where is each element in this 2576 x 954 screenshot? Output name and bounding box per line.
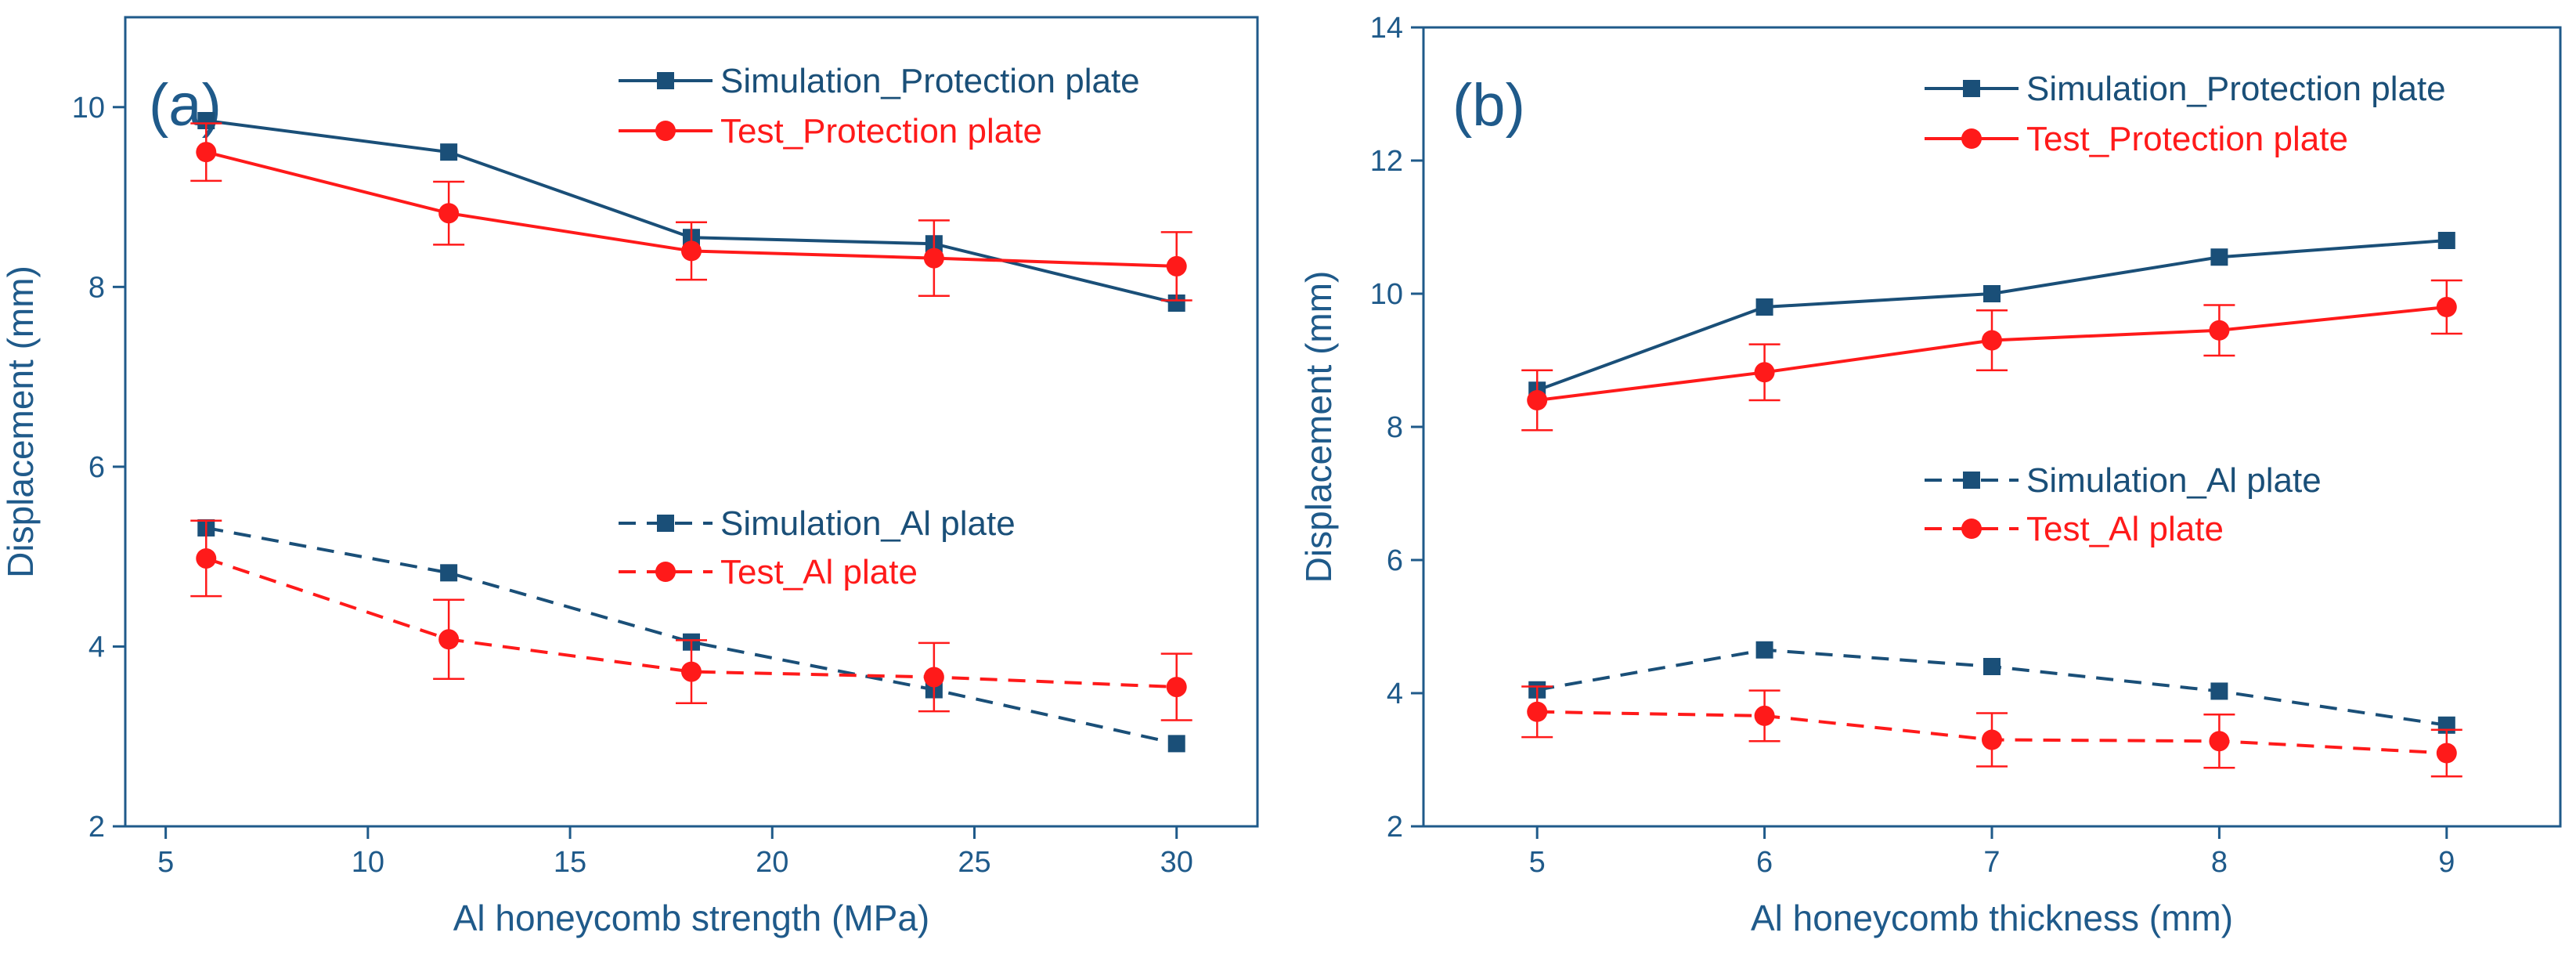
legend-item: Test_Al plate	[1925, 510, 2224, 548]
x-tick-label: 6	[1756, 846, 1773, 879]
data-point-square	[1167, 294, 1185, 312]
series-3	[190, 519, 1192, 721]
x-axis-label: Al honeycomb strength (MPa)	[453, 898, 930, 938]
y-axis-label: Displacement (mm)	[1298, 271, 1339, 584]
x-tick-label: 8	[2211, 846, 2228, 879]
series-2	[1528, 641, 2455, 734]
data-point-circle	[923, 667, 944, 688]
legend-marker-square	[1963, 472, 1980, 489]
data-point-square	[197, 111, 215, 129]
y-tick-label: 4	[88, 631, 105, 663]
data-point-square	[1755, 641, 1773, 659]
legend-label: Simulation_Al plate	[2026, 461, 2322, 500]
y-tick-label: 6	[1387, 544, 1403, 577]
legend-marker-square	[657, 72, 674, 89]
y-axis-label: Displacement (mm)	[0, 266, 41, 578]
data-point-square	[440, 143, 458, 161]
x-tick-label: 5	[157, 846, 174, 879]
data-point-circle	[1527, 390, 1548, 410]
series-line	[205, 557, 1177, 689]
x-tick-label: 30	[1160, 846, 1193, 879]
x-tick-label: 7	[1983, 846, 2000, 879]
panel-b: 5 6 7 8 9 2 4 6 8 10 12 14 Al honeycomb thickness (m…	[1298, 12, 2562, 938]
legend-label: Test_Protection plate	[2026, 120, 2348, 158]
legend-item: Simulation_Al plate	[619, 504, 1016, 543]
series-1	[190, 122, 1192, 302]
legend-label: Test_Al plate	[2026, 510, 2224, 548]
legend-marker-circle	[1961, 128, 1982, 149]
data-point-square	[1983, 285, 2001, 302]
data-point-circle	[681, 661, 702, 682]
legend-item: Test_Protection plate	[619, 112, 1042, 150]
data-point-circle	[196, 547, 217, 569]
y-tick-label: 8	[88, 271, 105, 304]
legend-item: Test_Protection plate	[1925, 120, 2348, 158]
y-tick-label: 4	[1387, 678, 1403, 710]
legend-item: Simulation_Protection plate	[1925, 70, 2446, 108]
x-tick-label: 5	[1529, 846, 1546, 879]
y-tick-label: 6	[88, 451, 105, 484]
data-point-circle	[1166, 677, 1187, 698]
series-2	[197, 519, 1185, 753]
data-point-circle	[1982, 330, 2002, 351]
legend-marker-square	[657, 515, 674, 532]
legend-label: Simulation_Protection plate	[720, 62, 1140, 100]
data-point-circle	[2209, 320, 2230, 341]
data-point-circle	[1754, 362, 1775, 383]
data-point-circle	[2436, 297, 2457, 317]
series-line	[205, 526, 1178, 746]
legend-item: Simulation_Protection plate	[619, 62, 1140, 100]
panel-a: 5 10 15 20 25 30 2 4 6 8 10 Al honeycomb strength (…	[0, 16, 1259, 938]
data-point-circle	[681, 240, 702, 262]
data-point-square	[1755, 298, 1773, 316]
legend-label: Simulation_Al plate	[720, 504, 1016, 543]
x-tick-label: 9	[2438, 846, 2455, 879]
legend-marker-circle	[1961, 519, 1982, 539]
y-tick-label: 12	[1370, 145, 1403, 178]
legend-label: Simulation_Protection plate	[2026, 70, 2446, 108]
data-point-circle	[1982, 729, 2002, 750]
series-1	[1521, 279, 2462, 432]
data-point-square	[1167, 735, 1185, 753]
plot-frame	[124, 16, 1259, 828]
data-point-circle	[196, 142, 217, 163]
data-point-circle	[2209, 731, 2230, 752]
legend-label: Test_Protection plate	[720, 112, 1042, 150]
data-point-circle	[1754, 705, 1775, 726]
y-tick-label: 14	[1370, 12, 1403, 45]
data-point-circle	[438, 203, 460, 224]
data-point-circle	[438, 629, 460, 650]
x-tick-label: 10	[352, 846, 384, 879]
y-tick-label: 2	[1387, 811, 1403, 844]
series-0	[1528, 232, 2455, 399]
series-3	[1521, 685, 2462, 778]
y-tick-label: 10	[72, 92, 105, 125]
x-tick-label: 15	[554, 846, 586, 879]
data-point-circle	[2436, 743, 2457, 764]
data-point-square	[2210, 682, 2228, 700]
legend-item: Simulation_Al plate	[1925, 461, 2322, 500]
data-point-circle	[1527, 701, 1548, 722]
data-point-square	[440, 564, 458, 582]
y-tick-label: 2	[88, 811, 105, 844]
legend-marker-square	[1963, 80, 1980, 97]
data-point-square	[2210, 248, 2228, 266]
x-tick-label: 25	[958, 846, 990, 879]
data-point-circle	[1166, 255, 1187, 276]
plot-frame	[1422, 26, 2562, 828]
legend-marker-circle	[655, 121, 676, 141]
legend-item: Test_Al plate	[619, 553, 918, 591]
legend-marker-circle	[655, 562, 676, 582]
x-axis-label: Al honeycomb thickness (mm)	[1751, 898, 2233, 938]
panel-label: (b)	[1452, 72, 1525, 139]
data-point-square	[2437, 232, 2455, 249]
data-point-circle	[923, 248, 944, 269]
x-tick-label: 20	[756, 846, 788, 879]
y-tick-label: 10	[1370, 278, 1403, 311]
y-tick-label: 8	[1387, 411, 1403, 444]
data-point-square	[1983, 658, 2001, 675]
legend-label: Test_Al plate	[720, 553, 918, 591]
